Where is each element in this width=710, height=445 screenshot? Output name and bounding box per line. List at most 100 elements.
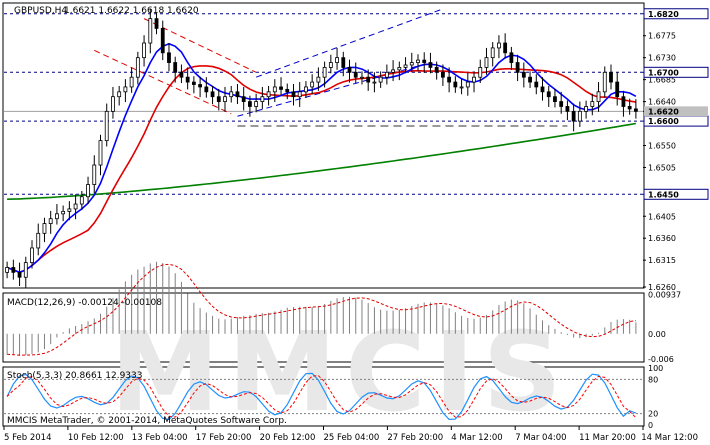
candle-body — [142, 42, 146, 59]
price-tick-label: 1.6260 — [648, 283, 676, 292]
candle-body — [341, 57, 346, 68]
candle-body — [559, 101, 564, 107]
candle-body — [310, 81, 315, 88]
time-tick-label: 14 Mar 12:00 — [641, 433, 698, 443]
candle-body — [129, 76, 134, 88]
candle-body — [465, 81, 470, 88]
macd-signal-line — [7, 263, 636, 356]
candle-body — [366, 76, 371, 83]
candle-body — [447, 76, 452, 83]
candle-body — [135, 57, 140, 78]
candle-body — [11, 267, 16, 273]
level-price-box — [643, 8, 709, 20]
candlesticks — [5, 8, 638, 288]
candle-body — [73, 203, 78, 210]
candle-body — [223, 96, 227, 102]
candle-body — [328, 62, 333, 68]
candle-body — [422, 59, 427, 63]
copyright-text: MMCIS MetaTrader, © 2001-2014, MetaQuote… — [7, 416, 287, 426]
level-price-label: 1.6600 — [648, 117, 679, 126]
candle-body — [615, 81, 620, 98]
time-tick-label: 11 Mar 20:00 — [579, 433, 636, 443]
time-axis: 5 Feb 2014 10 Feb 12:00 13 Feb 04:00 17 Feb… — [3, 426, 698, 443]
stoch-signal-line — [6, 375, 637, 418]
stoch-main-line — [6, 372, 637, 421]
stoch-tick-label: 80 — [648, 375, 658, 384]
candle-body — [584, 106, 588, 112]
candle-body — [191, 81, 196, 85]
time-tick-label: 27 Feb 20:00 — [387, 433, 443, 443]
time-tick-label: 7 Mar 04:00 — [515, 433, 566, 443]
ohlc-values: 1.6621 1.6622 1.6618 1.6620 — [64, 6, 199, 16]
candle-body — [248, 101, 252, 107]
candle-body — [266, 91, 271, 98]
candle-body — [378, 76, 383, 83]
candle-body — [484, 57, 489, 68]
trend-line — [255, 8, 444, 78]
candle-body — [322, 67, 327, 78]
candle-body — [596, 91, 601, 102]
candle-body — [347, 67, 352, 73]
price-tick-label: 1.6405 — [648, 212, 676, 221]
price-tick-label: 1.6360 — [648, 234, 676, 243]
candle-body — [198, 84, 203, 88]
candle-body — [440, 71, 445, 78]
ma-fast-line — [6, 42, 637, 274]
candle-body — [48, 218, 53, 224]
time-tick-label: 20 Feb 12:00 — [260, 433, 316, 443]
time-tick-label: 17 Feb 20:00 — [196, 433, 252, 443]
candle-body — [167, 52, 171, 63]
candle-body — [297, 91, 302, 98]
candle-body — [61, 210, 66, 215]
candle-body — [403, 64, 408, 68]
candle-body — [235, 91, 240, 98]
stoch-tick-label: 20 — [648, 410, 658, 419]
candle-body — [86, 184, 90, 198]
moving-averages — [6, 42, 637, 274]
candle-body — [434, 67, 439, 73]
candle-body — [42, 223, 47, 234]
candle-body — [216, 96, 221, 102]
candle-body — [23, 262, 28, 278]
price-tick-label: 1.6640 — [648, 98, 676, 107]
candle-body — [316, 76, 321, 83]
candle-body — [210, 91, 215, 98]
candle-body — [497, 42, 501, 49]
candle-body — [98, 140, 103, 166]
candle-body — [490, 47, 495, 59]
candle-body — [453, 81, 458, 88]
level-price-label: 1.6700 — [648, 68, 679, 77]
price-axis: 1.68201.67751.67301.67001.66851.66401.66… — [643, 8, 709, 292]
stoch-tick-label: 0 — [648, 421, 653, 430]
candle-body — [92, 164, 97, 185]
candle-body — [173, 62, 178, 73]
candle-body — [304, 86, 308, 93]
candle-body — [416, 59, 420, 63]
candle-body — [391, 69, 395, 73]
macd-title: MACD(12,26,9) -0.00124 -0.00108 — [7, 298, 162, 308]
candle-body — [79, 196, 84, 205]
time-tick-label: 10 Feb 12:00 — [68, 433, 124, 443]
candle-body — [241, 96, 246, 102]
price-tick-label: 1.6505 — [648, 163, 676, 172]
candle-body — [521, 71, 526, 78]
candle-body — [5, 267, 10, 273]
candle-body — [30, 247, 34, 264]
candle-body — [478, 67, 483, 78]
candle-body — [229, 91, 234, 98]
stoch-title: Stoch(5,3,3) 20.8661 12.9333 — [7, 371, 142, 381]
candle-body — [621, 96, 626, 107]
candle-body — [185, 76, 190, 83]
candle-body — [111, 96, 115, 112]
candle-body — [397, 67, 402, 71]
candle-body — [553, 96, 557, 102]
candle-body — [204, 86, 209, 93]
macd-tick-label: 0.00937 — [648, 291, 681, 300]
level-price-box — [643, 188, 709, 200]
candle-body — [260, 96, 265, 102]
candle-body — [360, 76, 364, 79]
candle-body — [409, 62, 414, 66]
candle-body — [55, 213, 59, 220]
candle-body — [179, 71, 184, 78]
